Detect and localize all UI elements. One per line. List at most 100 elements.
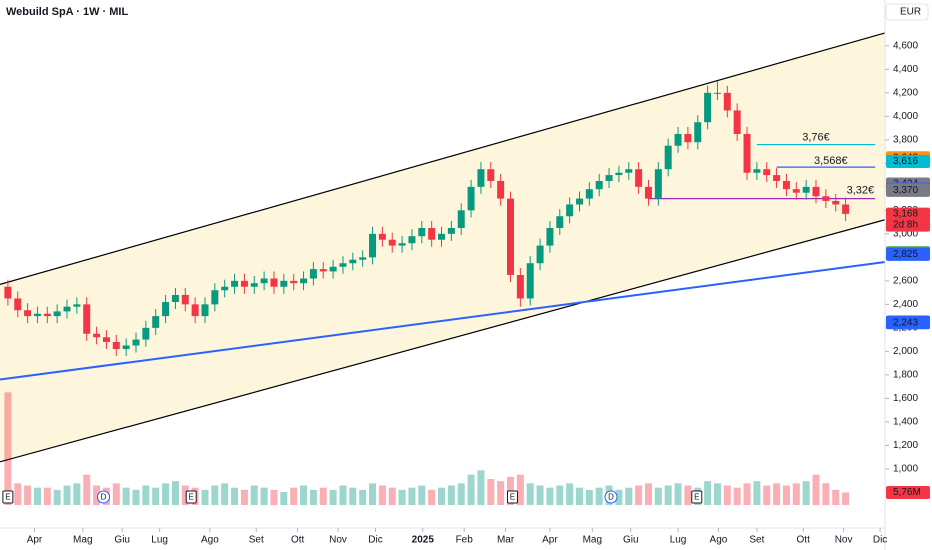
x-tick-label: Mag	[583, 535, 602, 546]
candle-body	[664, 145, 672, 170]
volume-bar	[782, 485, 790, 505]
volume-bar	[378, 485, 386, 505]
event-label: E	[189, 493, 194, 502]
volume-bar	[240, 489, 248, 505]
candle-body	[171, 294, 179, 303]
candle-body	[635, 169, 643, 187]
x-tick-label: Dic	[368, 535, 382, 546]
x-tick-label: Lug	[151, 535, 168, 546]
candle-body	[388, 239, 396, 246]
price-badge-sub: 2d 8h	[893, 220, 918, 231]
volume-bar	[388, 487, 396, 505]
event-marker	[185, 490, 197, 504]
candle-body	[595, 180, 603, 190]
event-marker	[691, 490, 703, 504]
candle-body	[181, 294, 189, 305]
volume-bar	[526, 483, 534, 505]
candle-body	[753, 169, 761, 173]
x-tick-label: Ott	[797, 535, 811, 546]
annotation: 3,568€	[814, 155, 848, 167]
candle-body	[43, 313, 51, 317]
candle-body	[782, 180, 790, 190]
volume-bar	[723, 485, 731, 505]
volume-bar	[231, 487, 239, 505]
volume-bar	[595, 487, 603, 505]
volume-bar	[4, 392, 12, 505]
candle-body	[231, 280, 239, 287]
volume-bar	[566, 483, 574, 505]
volume-bar	[162, 483, 170, 505]
candle-body	[654, 169, 662, 199]
y-tick-label: 2,600	[893, 275, 918, 286]
candle-body	[152, 316, 160, 328]
candle-body	[398, 243, 406, 246]
event-marker	[96, 490, 110, 504]
volume-bar	[14, 483, 22, 505]
candle-body	[191, 304, 199, 317]
candle-body	[359, 257, 367, 260]
x-tick-label: Ago	[710, 535, 728, 546]
candle-body	[349, 259, 357, 264]
volume-bar	[211, 485, 219, 505]
x-tick-label: Giu	[114, 535, 130, 546]
volume-bar	[802, 481, 810, 505]
y-tick-label: 1,800	[893, 370, 918, 381]
candle-body	[566, 204, 574, 217]
volume-badge	[886, 486, 930, 500]
candle-body	[516, 274, 524, 299]
currency-box[interactable]	[885, 3, 929, 21]
candle-body	[33, 313, 41, 317]
candle-body	[812, 186, 820, 197]
event-label: D	[101, 493, 107, 502]
x-tick-label: Dic	[873, 535, 887, 546]
volume-bar	[733, 487, 741, 505]
volume-bar	[63, 485, 71, 505]
volume-bar	[497, 481, 505, 505]
volume-bar	[319, 487, 327, 505]
volume-bar	[556, 485, 564, 505]
trendline	[0, 32, 886, 285]
volume-bar	[201, 489, 209, 505]
volume-bar	[329, 489, 337, 505]
candle-body	[378, 233, 386, 240]
event-label: D	[608, 493, 614, 502]
volume-bar	[152, 487, 160, 505]
event-marker	[506, 490, 518, 504]
volume-bar	[585, 489, 593, 505]
candle-body	[319, 269, 327, 272]
volume-bar	[487, 479, 495, 505]
volume-bar	[122, 487, 130, 505]
candle-body	[585, 189, 593, 199]
candle-body	[142, 327, 150, 340]
price-badge-label: 3,616	[893, 156, 918, 167]
x-tick-label: Feb	[456, 535, 474, 546]
price-badge	[886, 316, 930, 330]
candle-body	[162, 302, 170, 317]
annotation: 3,76€	[802, 131, 830, 143]
volume-bar	[546, 487, 554, 505]
x-tick-label: Set	[749, 535, 764, 546]
currency: EUR	[900, 7, 921, 18]
volume-bar	[221, 483, 229, 505]
candle-body	[309, 269, 317, 279]
price-badge	[886, 183, 930, 197]
y-tick-label: 4,000	[893, 111, 918, 122]
candle-body	[733, 110, 741, 134]
volume-bar	[753, 481, 761, 505]
candle-body	[467, 186, 475, 211]
candle-body	[832, 200, 840, 205]
candle-body	[694, 122, 702, 143]
y-tick-label: 3,000	[893, 228, 918, 239]
volume-bar	[300, 485, 308, 505]
x-tick-label: Apr	[542, 535, 558, 546]
x-tick-label: Ott	[291, 535, 305, 546]
candle-body	[822, 196, 830, 201]
volume-bar	[73, 483, 81, 505]
volume-bar	[842, 492, 850, 505]
candle-body	[63, 306, 71, 312]
volume-bar	[369, 483, 377, 505]
candle-body	[526, 263, 534, 299]
candle-body	[625, 169, 633, 173]
candle-body	[93, 333, 101, 338]
